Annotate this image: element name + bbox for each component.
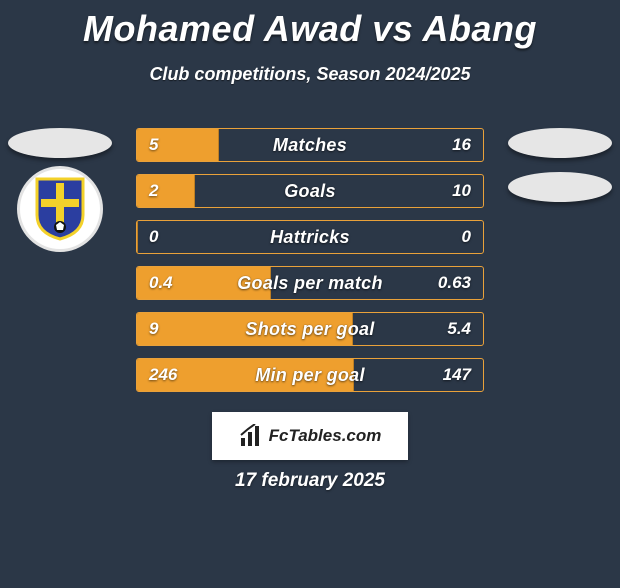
page-subtitle: Club competitions, Season 2024/2025	[0, 64, 620, 85]
bar-label: Min per goal	[137, 359, 483, 391]
player-right-column	[500, 128, 620, 210]
bar-value-right: 0.63	[438, 267, 471, 299]
bar-row: 0.4Goals per match0.63	[136, 266, 484, 300]
shield-icon	[33, 177, 87, 241]
player-left-column	[0, 128, 120, 252]
chart-icon	[239, 424, 263, 448]
bar-value-right: 5.4	[447, 313, 471, 345]
comparison-bars: 5Matches16 2Goals10 0Hattricks0 0.4Goals pe…	[136, 128, 484, 404]
bar-label: Matches	[137, 129, 483, 161]
bar-value-right: 147	[443, 359, 471, 391]
bar-label: Shots per goal	[137, 313, 483, 345]
infographic-date: 17 february 2025	[0, 470, 620, 492]
bar-row: 9Shots per goal5.4	[136, 312, 484, 346]
bar-value-right: 16	[452, 129, 471, 161]
site-badge: FcTables.com	[212, 412, 408, 460]
bar-label: Goals per match	[137, 267, 483, 299]
bar-label: Hattricks	[137, 221, 483, 253]
bar-row: 246Min per goal147	[136, 358, 484, 392]
bar-label: Goals	[137, 175, 483, 207]
club-logo-left	[17, 166, 103, 252]
avatar-shadow-right-2	[508, 172, 612, 202]
avatar-shadow-right-1	[508, 128, 612, 158]
site-badge-text: FcTables.com	[269, 426, 382, 446]
bar-value-right: 10	[452, 175, 471, 207]
avatar-shadow-left	[8, 128, 112, 158]
page-title: Mohamed Awad vs Abang	[0, 8, 620, 50]
bar-row: 0Hattricks0	[136, 220, 484, 254]
bar-value-right: 0	[462, 221, 471, 253]
bar-row: 5Matches16	[136, 128, 484, 162]
bar-row: 2Goals10	[136, 174, 484, 208]
